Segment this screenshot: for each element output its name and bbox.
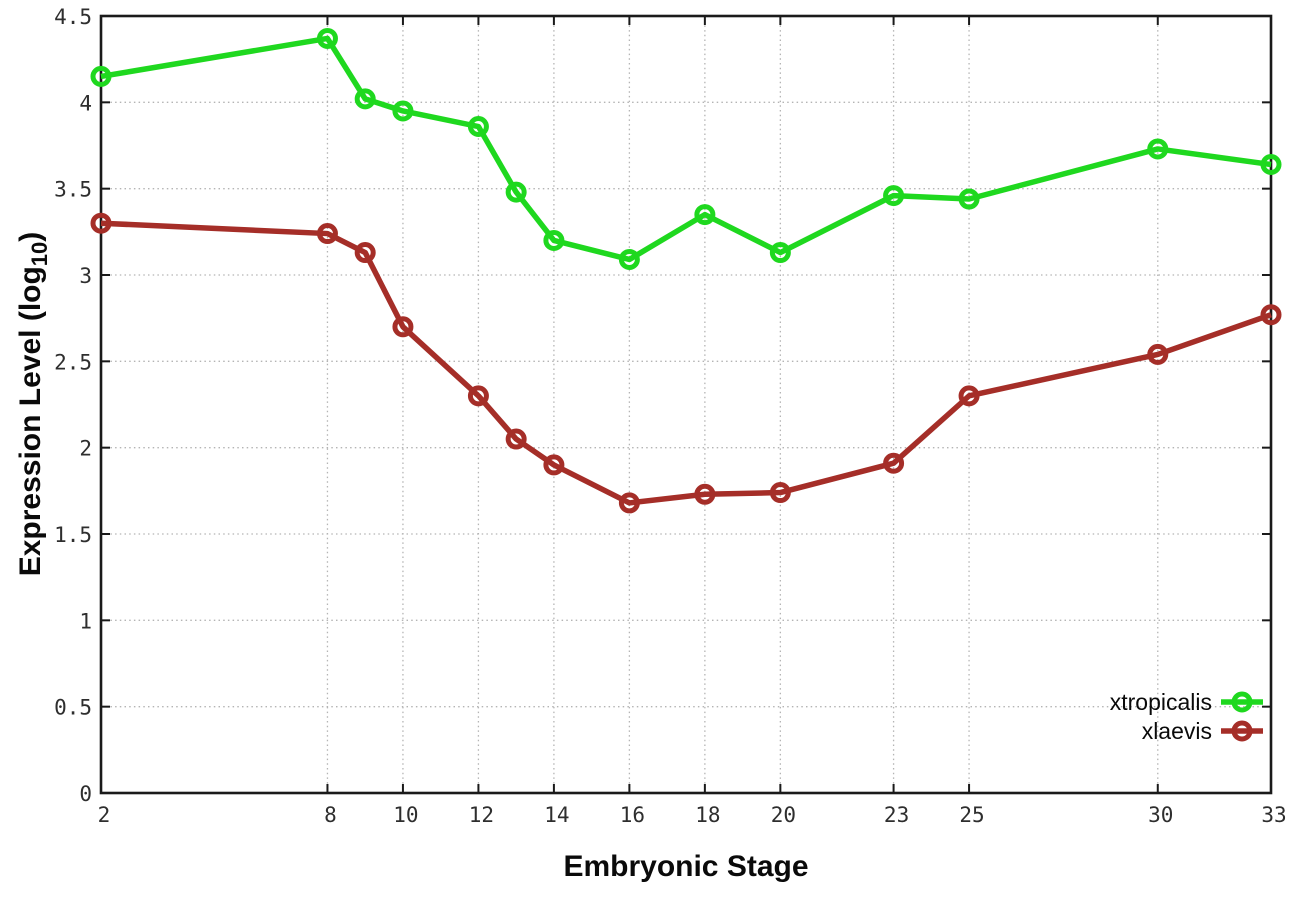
x-tick-label: 16 (620, 803, 645, 827)
x-tick-label: 20 (771, 803, 796, 827)
x-tick-label: 18 (695, 803, 720, 827)
data-point-xtropicalis (505, 181, 527, 203)
data-point-xtropicalis (694, 204, 716, 226)
data-point-xlaevis (618, 492, 640, 514)
y-axis-title-main: Expression Level (log (14, 266, 47, 576)
series-xlaevis (90, 212, 1282, 514)
data-point-xtropicalis (883, 185, 905, 207)
axis-ticks (100, 15, 1272, 794)
legend-label-xtropicalis: xtropicalis (1110, 689, 1212, 715)
y-tick-label: 0 (79, 782, 92, 806)
y-tick-label: 4.5 (54, 5, 92, 29)
data-point-xtropicalis (354, 88, 376, 110)
x-tick-label: 8 (324, 803, 337, 827)
data-point-xlaevis (1147, 343, 1169, 365)
legend-marker-xtropicalis (1221, 691, 1263, 713)
x-axis-title: Embryonic Stage (563, 850, 808, 883)
y-tick-label: 1.5 (54, 523, 92, 547)
y-tick-label: 3 (79, 264, 92, 288)
y-tick-label: 4 (79, 91, 92, 115)
data-point-xlaevis (467, 385, 489, 407)
data-point-xlaevis (90, 212, 112, 234)
data-point-xlaevis (543, 454, 565, 476)
x-tick-label: 30 (1148, 803, 1173, 827)
data-point-xtropicalis (1260, 153, 1282, 175)
x-tick-label: 14 (544, 803, 569, 827)
legend: xtropicalis xlaevis (1110, 689, 1263, 744)
data-point-xlaevis (392, 316, 414, 338)
y-axis-title: Expression Level (log10) (14, 232, 52, 577)
legend-entry-xlaevis: xlaevis (1142, 718, 1263, 744)
legend-label-xlaevis: xlaevis (1142, 718, 1212, 744)
y-tick-label: 1 (79, 609, 92, 633)
x-tick-label: 23 (884, 803, 909, 827)
plot-border (99, 14, 1273, 795)
legend-entry-xtropicalis: xtropicalis (1110, 689, 1263, 715)
x-tick-label: 2 (98, 803, 111, 827)
x-tick-label: 33 (1261, 803, 1286, 827)
series-xtropicalis (90, 27, 1282, 270)
x-tick-label: 12 (469, 803, 494, 827)
data-point-xtropicalis (392, 100, 414, 122)
data-point-xlaevis (694, 483, 716, 505)
y-axis-title-subscript: 10 (27, 242, 52, 266)
x-tick-label: 10 (393, 803, 418, 827)
legend-marker-xlaevis (1221, 720, 1263, 742)
data-point-xlaevis (958, 385, 980, 407)
data-point-xtropicalis (769, 242, 791, 264)
data-point-xtropicalis (316, 27, 338, 49)
y-tick-label: 3.5 (54, 178, 92, 202)
data-point-xtropicalis (958, 188, 980, 210)
data-point-xlaevis (769, 482, 791, 504)
data-point-xtropicalis (1147, 138, 1169, 160)
data-point-xlaevis (354, 242, 376, 264)
x-tick-label: 25 (959, 803, 984, 827)
y-tick-label: 2.5 (54, 350, 92, 374)
y-tick-label: 0.5 (54, 696, 92, 720)
data-point-xtropicalis (618, 248, 640, 270)
grid-lines (101, 16, 1271, 793)
data-point-xlaevis (883, 452, 905, 474)
y-tick-label: 2 (79, 437, 92, 461)
data-point-xtropicalis (543, 229, 565, 251)
data-point-xtropicalis (467, 116, 489, 138)
y-tick-labels: 0 0.5 1 1.5 2 2.5 3 3.5 4 4.5 (54, 5, 92, 806)
y-axis-title-close: ) (14, 232, 47, 242)
data-point-xtropicalis (90, 65, 112, 87)
data-point-xlaevis (316, 223, 338, 245)
data-point-xlaevis (1260, 304, 1282, 326)
x-tick-labels: 2 8 10 12 14 16 18 20 23 25 30 33 (98, 803, 1287, 827)
data-series (90, 27, 1282, 514)
data-point-xlaevis (505, 428, 527, 450)
